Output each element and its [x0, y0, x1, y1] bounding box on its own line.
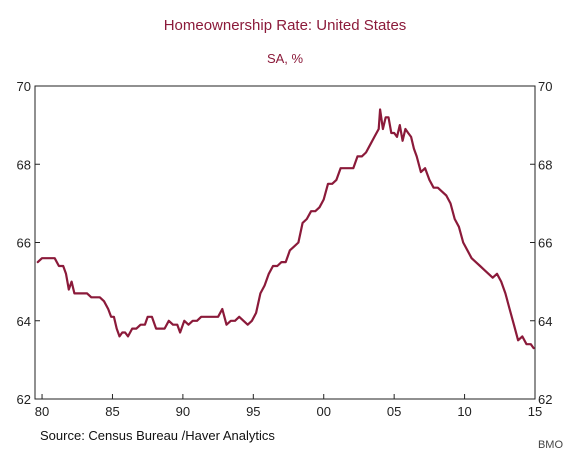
- chart-subtitle: SA, %: [267, 51, 304, 66]
- y-tick-label-left: 64: [17, 314, 31, 329]
- y-tick-label-right: 68: [538, 157, 552, 172]
- x-tick-label: 10: [457, 404, 471, 419]
- source-note: Source: Census Bureau /Haver Analytics: [40, 428, 275, 443]
- y-tick-label-left: 70: [17, 79, 31, 94]
- chart-title: Homeownership Rate: United States: [164, 17, 407, 34]
- x-tick-label: 80: [35, 404, 49, 419]
- homeownership-rate-line: [36, 108, 535, 350]
- y-tick-label-left: 62: [17, 392, 31, 407]
- x-tick-label: 00: [316, 404, 330, 419]
- x-tick-label: 95: [246, 404, 260, 419]
- x-tick-label: 85: [105, 404, 119, 419]
- x-tick-label: 15: [528, 404, 542, 419]
- y-tick-label-right: 70: [538, 79, 552, 94]
- y-axis-right: 62 64 66 68 70: [530, 79, 552, 407]
- credit-label: BMO: [538, 439, 564, 451]
- y-tick-label-left: 68: [17, 157, 31, 172]
- series-layer: [36, 108, 535, 350]
- x-tick-label: 05: [387, 404, 401, 419]
- y-axis-left: 62 64 66 68 70: [17, 79, 40, 407]
- y-tick-label-right: 62: [538, 392, 552, 407]
- plot-frame: [34, 85, 536, 400]
- x-axis: 80 85 90 95 00 05 10 15: [35, 394, 542, 419]
- y-tick-label-right: 66: [538, 236, 552, 251]
- y-tick-label-right: 64: [538, 314, 552, 329]
- x-tick-label: 90: [176, 404, 190, 419]
- y-tick-label-left: 66: [17, 236, 31, 251]
